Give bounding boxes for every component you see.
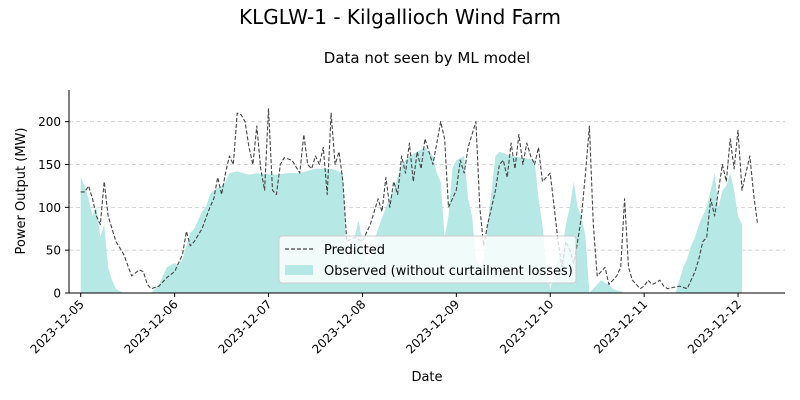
observed-area-layer — [80, 147, 742, 293]
y-tick-label: 150 — [38, 158, 61, 172]
legend-observed-swatch — [285, 265, 313, 275]
chart-suptitle: KLGLW-1 - Kilgallioch Wind Farm — [239, 5, 561, 29]
observed-area — [80, 147, 742, 293]
predicted-line — [80, 108, 759, 290]
y-ticks: 0 50 100 150 200 — [38, 115, 69, 301]
y-tick-label: 100 — [38, 201, 61, 215]
legend-observed-label: Observed (without curtailment losses) — [324, 264, 573, 279]
legend: Predicted Observed (without curtailment … — [278, 235, 577, 284]
chart-title: Data not seen by ML model — [324, 49, 530, 67]
y-tick-label: 50 — [46, 244, 61, 258]
predicted-line-layer — [80, 108, 759, 290]
legend-predicted-label: Predicted — [324, 243, 385, 258]
x-axis-label: Date — [411, 370, 442, 385]
y-tick-label: 0 — [53, 287, 61, 301]
y-axis-label: Power Output (MW) — [14, 128, 29, 255]
y-tick-label: 200 — [38, 115, 61, 129]
legend-frame — [278, 235, 577, 284]
